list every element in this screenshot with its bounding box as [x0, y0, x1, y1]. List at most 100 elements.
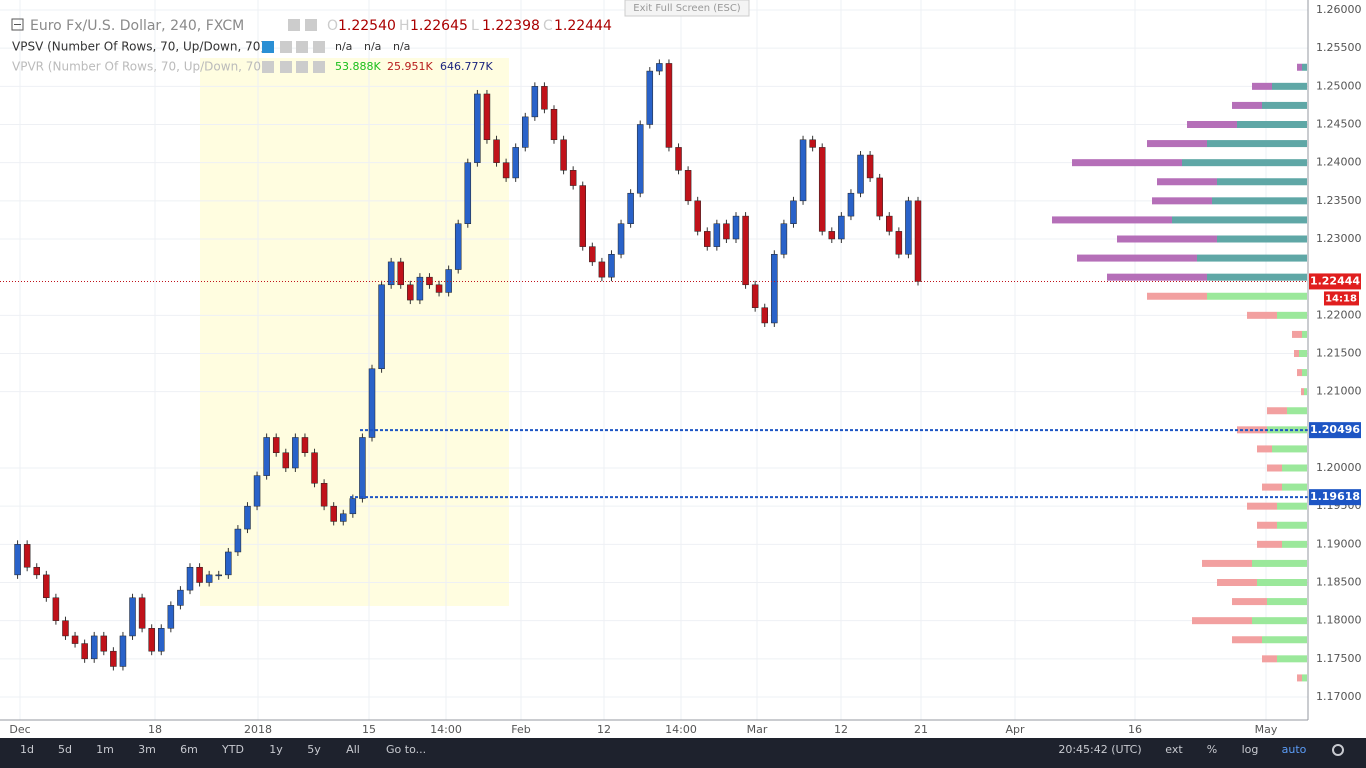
candle — [234, 528, 242, 553]
range-button[interactable]: 5d — [58, 743, 72, 756]
candle — [43, 574, 50, 599]
candle — [52, 597, 60, 621]
profile-down — [1192, 617, 1252, 625]
profile-up — [1287, 407, 1307, 415]
candle — [483, 93, 491, 141]
profile-down — [1052, 216, 1172, 224]
settings-icon[interactable] — [305, 19, 317, 31]
indicator-icon[interactable] — [262, 41, 274, 53]
candle — [751, 284, 759, 308]
option-button[interactable]: ext — [1165, 743, 1183, 756]
option-button[interactable]: auto — [1282, 743, 1307, 756]
candle — [148, 628, 155, 652]
profile-up — [1277, 655, 1307, 663]
option-button[interactable]: log — [1242, 743, 1259, 756]
candle — [608, 254, 615, 278]
range-button[interactable]: 6m — [180, 743, 198, 756]
x-tick-label: Apr — [1005, 723, 1025, 736]
x-tick-label: 16 — [1128, 723, 1142, 736]
indicator-icon[interactable] — [296, 61, 308, 73]
range-button[interactable]: All — [346, 743, 360, 756]
candle — [541, 86, 548, 110]
candle — [723, 223, 730, 240]
profile-up — [1212, 197, 1307, 205]
indicator-icon[interactable] — [296, 41, 308, 53]
candle — [684, 170, 692, 202]
settings-button[interactable] — [1332, 744, 1344, 756]
candle — [522, 116, 529, 148]
eye-icon[interactable] — [288, 19, 300, 31]
profile-up — [1252, 559, 1307, 567]
profile-up — [1282, 483, 1307, 491]
candle — [713, 223, 721, 247]
profile-down — [1262, 655, 1277, 663]
profile-down — [1107, 273, 1207, 281]
candle — [368, 368, 376, 438]
profile-down — [1262, 483, 1282, 491]
goto-button[interactable]: Go to... — [386, 743, 426, 756]
profile-up — [1304, 388, 1307, 396]
range-button[interactable]: YTD — [221, 743, 244, 756]
profile-down — [1152, 197, 1212, 205]
exit-fullscreen[interactable]: Exit Full Screen (ESC) — [633, 3, 741, 14]
indicator-icon[interactable] — [313, 61, 325, 73]
option-button[interactable]: % — [1207, 743, 1217, 756]
ohlc-value: 1.22444 — [554, 18, 612, 34]
x-tick-label: 15 — [362, 723, 376, 736]
candle — [876, 177, 883, 217]
candle — [589, 246, 596, 263]
profile-down — [1232, 598, 1267, 606]
profile-up — [1277, 502, 1307, 510]
countdown-label: 14:18 — [1325, 293, 1357, 304]
ohlc-value: 1.22398 — [482, 18, 540, 34]
profile-up — [1302, 369, 1307, 377]
range-button[interactable]: 3m — [138, 743, 156, 756]
indicator-icon[interactable] — [313, 41, 325, 53]
x-tick-label: 12 — [597, 723, 611, 736]
candle — [320, 483, 328, 507]
range-button[interactable]: 1d — [20, 743, 34, 756]
profile-up — [1237, 121, 1307, 128]
profile-down — [1292, 330, 1302, 338]
indicator-name: VPSV (Number Of Rows, 70, Up/Down, 70) — [12, 40, 265, 54]
candle — [675, 147, 682, 171]
candle — [636, 124, 644, 194]
last-price-label: 1.22444 — [1310, 274, 1360, 287]
x-tick-label: 21 — [914, 723, 928, 736]
range-button[interactable]: 5y — [307, 743, 321, 756]
profile-up — [1217, 235, 1307, 243]
candle — [809, 139, 816, 148]
x-tick-label: Feb — [511, 723, 530, 736]
candle — [905, 200, 912, 255]
range-button[interactable]: 1m — [96, 743, 114, 756]
y-tick-label: 1.21000 — [1316, 385, 1362, 398]
profile-down — [1072, 159, 1182, 167]
candle — [311, 452, 318, 484]
exit-fullscreen-button[interactable] — [624, 0, 750, 17]
profile-up — [1207, 140, 1307, 148]
candle — [694, 200, 701, 232]
indicator-icon[interactable] — [280, 41, 292, 53]
candle — [531, 86, 539, 118]
candle — [397, 261, 404, 286]
clock: 20:45:42 (UTC) — [1058, 743, 1141, 756]
indicators: VPSV (Number Of Rows, 70, Up/Down, 70) n/… — [12, 40, 493, 74]
y-tick-label: 1.18500 — [1316, 576, 1362, 589]
candle — [704, 231, 711, 247]
profile-down — [1297, 674, 1302, 682]
profile-up — [1252, 617, 1307, 625]
profile-down — [1232, 636, 1262, 644]
candle — [407, 284, 414, 301]
indicator-icon[interactable] — [280, 61, 292, 73]
x-tick-label: May — [1255, 723, 1278, 736]
range-button[interactable]: 1y — [269, 743, 283, 756]
profile-up — [1262, 636, 1307, 644]
collapse-icon[interactable] — [11, 18, 24, 31]
candle — [895, 231, 903, 255]
grid — [0, 0, 1308, 720]
candle — [330, 505, 337, 522]
indicator-name: VPVR (Number Of Rows, 70, Up/Down, 70) — [12, 60, 266, 74]
indicator-icon[interactable] — [262, 61, 274, 73]
